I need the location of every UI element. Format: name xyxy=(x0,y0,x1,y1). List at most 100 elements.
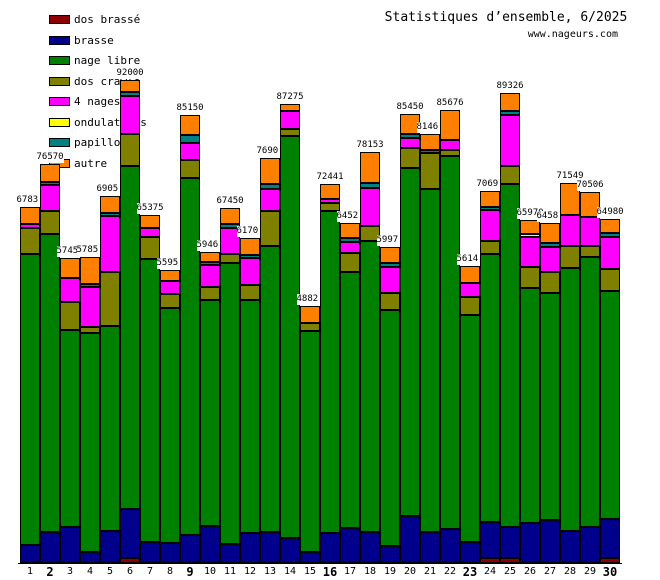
bar-day-15-segment-autre xyxy=(300,306,320,323)
bar-day-2-segment-papillon xyxy=(40,182,60,185)
bar-day-23-segment-4-nages xyxy=(460,283,480,297)
bar-day-5-segment-dos-crawl- xyxy=(100,272,120,326)
x-tick-16: 16 xyxy=(322,565,338,579)
bar-day-12-segment-nage-libre xyxy=(240,300,260,533)
x-tick-29: 29 xyxy=(583,566,597,577)
bar-day-26-segment-autre xyxy=(520,220,540,234)
bar-day-20-segment-nage-libre xyxy=(400,168,420,516)
bar-day-2-segment-brasse xyxy=(40,532,60,563)
bar-day-9-segment-dos-crawl- xyxy=(180,160,200,178)
bar-day-8-segment-autre xyxy=(160,270,180,281)
bar-day-4-segment-dos-crawl- xyxy=(80,327,100,333)
x-tick-12: 12 xyxy=(243,566,257,577)
bar-day-24-segment-4-nages xyxy=(480,210,500,241)
bar-day-5-segment-papillon xyxy=(100,213,120,216)
total-label-day-3: 5745 xyxy=(56,246,79,257)
total-label-day-20: 85450 xyxy=(396,102,424,113)
bar-day-10-segment-4-nages xyxy=(200,265,220,287)
x-tick-3: 3 xyxy=(66,566,74,577)
bar-day-29-segment-brasse xyxy=(580,527,600,563)
bar-day-20-segment-brasse xyxy=(400,516,420,563)
bar-day-19-segment-brasse xyxy=(380,546,400,563)
x-tick-13: 13 xyxy=(263,566,277,577)
bar-day-8-segment-dos-crawl- xyxy=(160,294,180,308)
total-label-day-8: 5595 xyxy=(156,258,179,269)
bar-day-1-segment-autre xyxy=(20,207,40,224)
bar-day-20-segment-4-nages xyxy=(400,138,420,148)
bar-day-2-segment-4-nages xyxy=(40,185,60,211)
bar-day-24-segment-brasse xyxy=(480,522,500,558)
bar-day-26-segment-brasse xyxy=(520,523,540,563)
total-label-day-6: 92000 xyxy=(116,68,144,79)
bar-day-17-segment-autre xyxy=(340,223,360,238)
bar-day-21-segment-nage-libre xyxy=(420,189,440,532)
bar-day-17-segment-brasse xyxy=(340,528,360,563)
bar-day-7-segment-nage-libre xyxy=(140,259,160,542)
bar-day-21-segment-dos-crawl- xyxy=(420,153,440,189)
bar-day-24-segment-autre xyxy=(480,191,500,207)
bar-day-29-segment-autre xyxy=(580,192,600,217)
bar-day-12-segment-4-nages xyxy=(240,258,260,285)
total-label-day-28: 71549 xyxy=(556,171,584,182)
bar-day-22-segment-autre xyxy=(440,110,460,140)
bar-day-5-segment-autre xyxy=(100,196,120,213)
bar-day-3-segment-brasse xyxy=(60,527,80,563)
bar-day-14-segment-nage-libre xyxy=(280,136,300,538)
total-label-day-22: 85676 xyxy=(436,98,464,109)
bar-day-16-segment-brasse xyxy=(320,533,340,563)
bar-day-18-segment-nage-libre xyxy=(360,241,380,532)
x-tick-9: 9 xyxy=(186,565,194,579)
x-tick-4: 4 xyxy=(86,566,94,577)
bar-day-27-segment-4-nages xyxy=(540,247,560,272)
total-label-day-7: 65375 xyxy=(136,203,164,214)
bar-day-3-segment-4-nages xyxy=(60,278,80,302)
bar-day-30-segment-nage-libre xyxy=(600,291,620,519)
bar-day-17-segment-4-nages xyxy=(340,242,360,253)
bar-day-9-segment-papillon xyxy=(180,135,200,143)
bar-day-14-segment-autre xyxy=(280,104,300,111)
bar-day-25-segment-dos-brass- xyxy=(500,558,520,563)
total-label-day-11: 67450 xyxy=(216,196,244,207)
bar-day-20-segment-dos-crawl- xyxy=(400,148,420,168)
bar-day-25-segment-4-nages xyxy=(500,115,520,166)
total-label-day-26: 65970 xyxy=(516,208,544,219)
x-tick-7: 7 xyxy=(146,566,154,577)
x-tick-25: 25 xyxy=(503,566,517,577)
legend-swatch xyxy=(49,76,70,86)
bar-day-16-segment-4-nages xyxy=(320,199,340,203)
bar-day-4-segment-papillon xyxy=(80,284,100,287)
bar-day-19-segment-papillon xyxy=(380,263,400,267)
x-tick-11: 11 xyxy=(223,566,237,577)
bar-day-22-segment-nage-libre xyxy=(440,156,460,529)
x-tick-18: 18 xyxy=(363,566,377,577)
bar-day-9-segment-nage-libre xyxy=(180,178,200,535)
bar-day-5-segment-4-nages xyxy=(100,216,120,272)
bar-day-28-segment-nage-libre xyxy=(560,268,580,531)
total-label-day-2: 76570 xyxy=(36,152,64,163)
bar-day-8-segment-nage-libre xyxy=(160,308,180,543)
bar-day-11-segment-autre xyxy=(220,208,240,224)
x-tick-2: 2 xyxy=(46,565,54,579)
legend-label: dos brassé xyxy=(74,13,141,26)
bar-day-29-segment-nage-libre xyxy=(580,257,600,527)
bar-day-13-segment-dos-crawl- xyxy=(260,211,280,246)
legend-label: papillon xyxy=(74,136,127,149)
site-link: www.nageurs.com xyxy=(527,29,618,40)
x-tick-22: 22 xyxy=(443,566,457,577)
bar-day-14-segment-brasse xyxy=(280,538,300,563)
bar-day-26-segment-4-nages xyxy=(520,237,540,267)
bar-day-1-segment-nage-libre xyxy=(20,254,40,545)
bar-day-12-segment-papillon xyxy=(240,255,260,258)
bar-day-24-segment-dos-crawl- xyxy=(480,241,500,254)
legend-swatch xyxy=(49,56,70,65)
legend-label: autre xyxy=(74,156,108,170)
bar-day-19-segment-dos-crawl- xyxy=(380,293,400,310)
bar-day-7-segment-dos-crawl- xyxy=(140,237,160,259)
bar-day-25-segment-brasse xyxy=(500,527,520,558)
bar-day-1-segment-dos-crawl- xyxy=(20,228,40,254)
bar-day-13-segment-4-nages xyxy=(260,189,280,211)
chart-title: Statistiques d’ensemble, 6/2025 xyxy=(384,10,628,25)
legend-swatch xyxy=(49,15,70,24)
legend-label: brasse xyxy=(74,33,114,47)
